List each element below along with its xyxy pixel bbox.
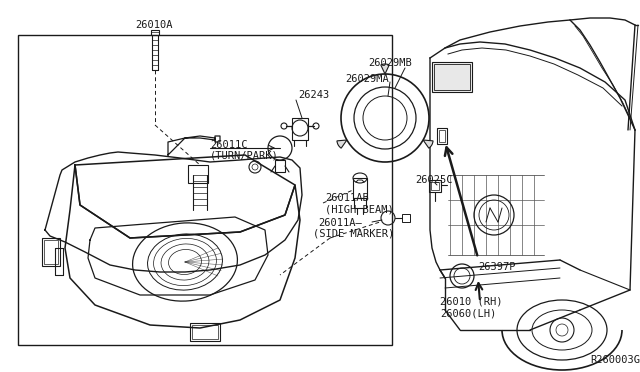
- Text: 26010 (RH): 26010 (RH): [440, 296, 502, 306]
- Text: 26029MA: 26029MA: [345, 74, 388, 84]
- Text: (SIDE MARKER): (SIDE MARKER): [313, 229, 394, 239]
- Bar: [432, 62, 472, 92]
- Bar: [431, 182, 439, 190]
- Wedge shape: [423, 140, 433, 148]
- Bar: [437, 128, 447, 144]
- Bar: [18, 35, 392, 345]
- Text: 26029MB: 26029MB: [368, 58, 412, 68]
- Text: 26011C: 26011C: [210, 140, 248, 150]
- Bar: [354, 198, 366, 208]
- Text: 26011AB: 26011AB: [325, 193, 369, 203]
- Bar: [42, 238, 60, 266]
- Bar: [192, 325, 218, 339]
- Text: 26025C: 26025C: [415, 175, 452, 185]
- Text: 26010A: 26010A: [135, 20, 173, 30]
- Text: (TURN/PARK): (TURN/PARK): [210, 151, 279, 161]
- Text: R260003G: R260003G: [590, 355, 640, 365]
- Text: 26243: 26243: [298, 90, 329, 100]
- Bar: [190, 323, 220, 341]
- Bar: [439, 130, 445, 142]
- Wedge shape: [337, 140, 347, 148]
- Bar: [353, 178, 367, 198]
- Text: 26011A—: 26011A—: [318, 218, 362, 228]
- Bar: [275, 160, 285, 172]
- Bar: [434, 64, 470, 90]
- Bar: [402, 214, 410, 222]
- Text: 26397P: 26397P: [478, 262, 515, 272]
- Bar: [188, 165, 208, 183]
- Bar: [292, 118, 308, 140]
- Text: 26060(LH): 26060(LH): [440, 308, 496, 318]
- Bar: [429, 180, 441, 192]
- Bar: [151, 30, 159, 35]
- Text: (HIGH BEAM): (HIGH BEAM): [325, 204, 394, 214]
- Bar: [44, 240, 58, 264]
- Wedge shape: [381, 64, 389, 74]
